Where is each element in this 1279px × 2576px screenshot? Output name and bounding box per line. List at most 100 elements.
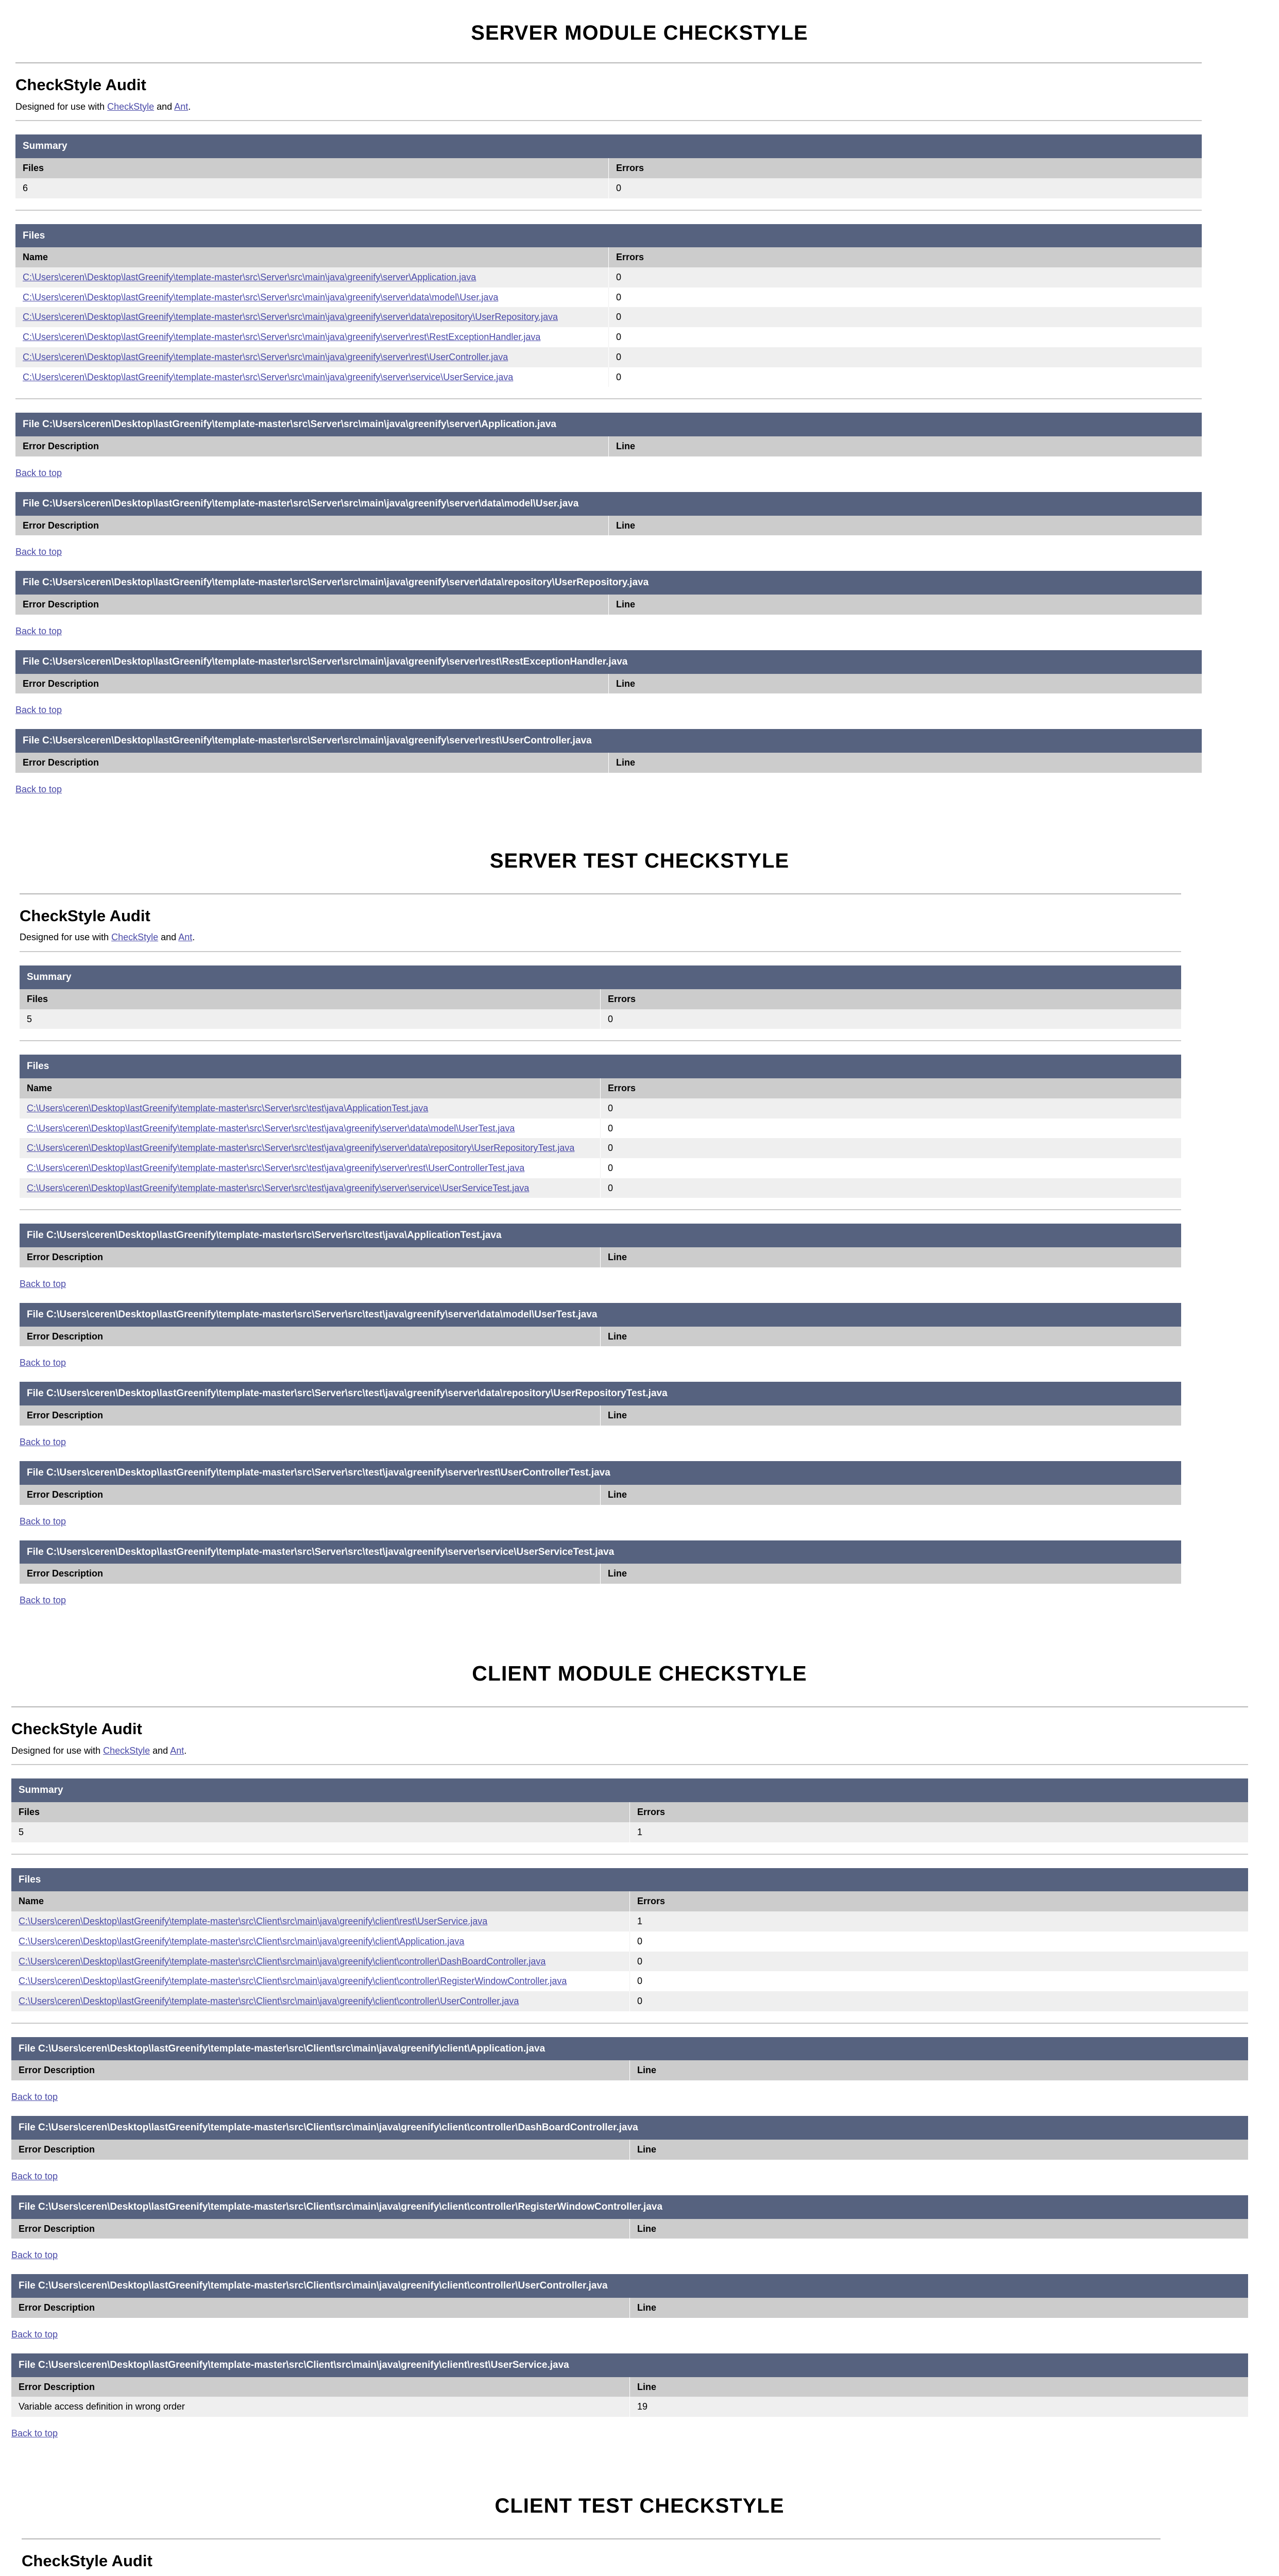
- col-error-description: Error Description: [11, 2377, 630, 2397]
- file-name-cell: C:\Users\ceren\Desktop\lastGreenify\temp…: [11, 1971, 630, 1991]
- back-to-top-link[interactable]: Back to top: [20, 1358, 66, 1368]
- file-detail-prefix: File: [27, 1309, 47, 1320]
- audit-subtitle-mid: and: [150, 1745, 170, 1756]
- file-detail-header-row: Error Description Line: [20, 1326, 1181, 1347]
- col-error-description: Error Description: [15, 595, 609, 615]
- back-to-top-link[interactable]: Back to top: [15, 547, 62, 557]
- file-detail-prefix: File: [19, 2359, 39, 2370]
- file-error-count: 0: [629, 1991, 1248, 2011]
- file-detail-prefix: File: [19, 2043, 39, 2054]
- file-detail-banner-row: File C:\Users\ceren\Desktop\lastGreenify…: [20, 1540, 1181, 1564]
- file-detail-path: C:\Users\ceren\Desktop\lastGreenify\temp…: [42, 498, 579, 509]
- file-detail-path: C:\Users\ceren\Desktop\lastGreenify\temp…: [42, 577, 649, 588]
- audit-subtitle-suffix: .: [184, 1745, 187, 1756]
- file-link[interactable]: C:\Users\ceren\Desktop\lastGreenify\temp…: [19, 1936, 465, 1946]
- back-to-top-link[interactable]: Back to top: [15, 467, 62, 478]
- back-to-top-link[interactable]: Back to top: [20, 1437, 66, 1447]
- file-link[interactable]: C:\Users\ceren\Desktop\lastGreenify\temp…: [23, 312, 558, 323]
- file-error-count: 0: [608, 367, 1202, 387]
- checkstyle-link[interactable]: CheckStyle: [111, 932, 159, 943]
- ant-link[interactable]: Ant: [174, 101, 189, 112]
- back-to-top-link[interactable]: Back to top: [20, 1595, 66, 1606]
- back-to-top-link[interactable]: Back to top: [11, 2428, 58, 2438]
- files-table-row: C:\Users\ceren\Desktop\lastGreenify\temp…: [11, 1971, 1248, 1991]
- checkstyle-link[interactable]: CheckStyle: [107, 101, 155, 112]
- file-detail-table: File C:\Users\ceren\Desktop\lastGreenify…: [20, 1382, 1181, 1426]
- file-error-count: 0: [608, 347, 1202, 367]
- file-detail-path: C:\Users\ceren\Desktop\lastGreenify\temp…: [46, 1309, 598, 1320]
- file-detail-path: C:\Users\ceren\Desktop\lastGreenify\temp…: [46, 1467, 610, 1478]
- report-inner-server-module: CheckStyle Audit Designed for use with Ch…: [0, 62, 1279, 795]
- file-detail-header-row: Error Description Line: [20, 1484, 1181, 1505]
- file-link[interactable]: C:\Users\ceren\Desktop\lastGreenify\temp…: [19, 1976, 567, 1987]
- file-link[interactable]: C:\Users\ceren\Desktop\lastGreenify\temp…: [19, 1995, 519, 2006]
- files-table-row: C:\Users\ceren\Desktop\lastGreenify\temp…: [11, 1951, 1248, 1972]
- back-to-top-wrapper: Back to top: [11, 2329, 1248, 2340]
- summary-rule: [20, 1040, 1181, 1042]
- report-top-divider: [11, 1706, 1248, 1708]
- back-to-top-link[interactable]: Back to top: [11, 2250, 58, 2261]
- files-table-row: C:\Users\ceren\Desktop\lastGreenify\temp…: [11, 1911, 1248, 1931]
- audit-subtitle-prefix: Designed for use with: [15, 101, 108, 112]
- back-to-top-link[interactable]: Back to top: [11, 2329, 58, 2340]
- col-error-description: Error Description: [15, 753, 609, 773]
- file-link[interactable]: C:\Users\ceren\Desktop\lastGreenify\temp…: [27, 1103, 429, 1113]
- ant-link[interactable]: Ant: [170, 1745, 184, 1756]
- col-error-description: Error Description: [15, 673, 609, 694]
- files-table-row: C:\Users\ceren\Desktop\lastGreenify\temp…: [15, 267, 1202, 287]
- col-line: Line: [600, 1405, 1181, 1426]
- report-top-divider: [20, 893, 1181, 894]
- files-table-row: C:\Users\ceren\Desktop\lastGreenify\temp…: [20, 1178, 1181, 1198]
- file-detail-table: File C:\Users\ceren\Desktop\lastGreenify…: [11, 2037, 1248, 2081]
- error-row: Variable access definition in wrong orde…: [11, 2397, 1248, 2417]
- file-link[interactable]: C:\Users\ceren\Desktop\lastGreenify\temp…: [23, 351, 508, 362]
- col-line: Line: [600, 1326, 1181, 1347]
- file-link[interactable]: C:\Users\ceren\Desktop\lastGreenify\temp…: [27, 1123, 515, 1133]
- file-link[interactable]: C:\Users\ceren\Desktop\lastGreenify\temp…: [19, 1956, 546, 1967]
- file-detail-banner-row: File C:\Users\ceren\Desktop\lastGreenify…: [15, 492, 1202, 516]
- file-link[interactable]: C:\Users\ceren\Desktop\lastGreenify\temp…: [27, 1163, 525, 1174]
- file-name-cell: C:\Users\ceren\Desktop\lastGreenify\temp…: [15, 367, 609, 387]
- back-to-top-link[interactable]: Back to top: [11, 2092, 58, 2103]
- file-detail-prefix: File: [23, 735, 43, 747]
- file-detail-header-row: Error Description Line: [15, 595, 1202, 615]
- file-link[interactable]: C:\Users\ceren\Desktop\lastGreenify\temp…: [19, 1916, 488, 1927]
- file-link[interactable]: C:\Users\ceren\Desktop\lastGreenify\temp…: [23, 272, 476, 283]
- checkstyle-report-client-module: CheckStyle Audit Designed for use with Ch…: [0, 1706, 1279, 2468]
- file-link[interactable]: C:\Users\ceren\Desktop\lastGreenify\temp…: [27, 1143, 575, 1154]
- file-detail-path-cell: File C:\Users\ceren\Desktop\lastGreenify…: [20, 1224, 1181, 1248]
- file-detail-header-row: Error Description Line: [15, 515, 1202, 536]
- back-to-top-link[interactable]: Back to top: [15, 625, 62, 636]
- file-detail-banner-row: File C:\Users\ceren\Desktop\lastGreenify…: [11, 2274, 1248, 2298]
- back-to-top-wrapper: Back to top: [20, 1595, 1181, 1606]
- checkstyle-link[interactable]: CheckStyle: [103, 1745, 150, 1756]
- files-col-name: Name: [11, 1891, 630, 1912]
- back-to-top-link[interactable]: Back to top: [11, 2171, 58, 2181]
- file-detail-banner-row: File C:\Users\ceren\Desktop\lastGreenify…: [20, 1461, 1181, 1485]
- files-rule: [20, 1209, 1181, 1211]
- files-table-row: C:\Users\ceren\Desktop\lastGreenify\temp…: [20, 1118, 1181, 1139]
- file-link[interactable]: C:\Users\ceren\Desktop\lastGreenify\temp…: [23, 332, 541, 343]
- file-name-cell: C:\Users\ceren\Desktop\lastGreenify\temp…: [15, 307, 609, 328]
- files-header-row: Name Errors: [15, 247, 1202, 268]
- file-link[interactable]: C:\Users\ceren\Desktop\lastGreenify\temp…: [23, 292, 499, 302]
- summary-banner-row: Summary: [20, 965, 1181, 990]
- summary-banner-label: Summary: [15, 134, 1202, 159]
- file-link[interactable]: C:\Users\ceren\Desktop\lastGreenify\temp…: [27, 1182, 530, 1193]
- back-to-top-link[interactable]: Back to top: [20, 1278, 66, 1289]
- file-link[interactable]: C:\Users\ceren\Desktop\lastGreenify\temp…: [23, 371, 514, 382]
- back-to-top-link[interactable]: Back to top: [15, 784, 62, 794]
- file-detail-header-row: Error Description Line: [11, 2139, 1248, 2160]
- file-name-cell: C:\Users\ceren\Desktop\lastGreenify\temp…: [15, 327, 609, 347]
- files-table-row: C:\Users\ceren\Desktop\lastGreenify\temp…: [11, 1931, 1248, 1952]
- file-name-cell: C:\Users\ceren\Desktop\lastGreenify\temp…: [20, 1098, 601, 1118]
- ant-link[interactable]: Ant: [178, 932, 193, 943]
- file-detail-path: C:\Users\ceren\Desktop\lastGreenify\temp…: [38, 2201, 663, 2212]
- summary-rule: [11, 1853, 1248, 1855]
- back-to-top-link[interactable]: Back to top: [20, 1516, 66, 1527]
- file-detail-banner-row: File C:\Users\ceren\Desktop\lastGreenify…: [20, 1382, 1181, 1406]
- file-error-count: 0: [600, 1138, 1181, 1159]
- back-to-top-link[interactable]: Back to top: [15, 705, 62, 716]
- file-name-cell: C:\Users\ceren\Desktop\lastGreenify\temp…: [15, 267, 609, 287]
